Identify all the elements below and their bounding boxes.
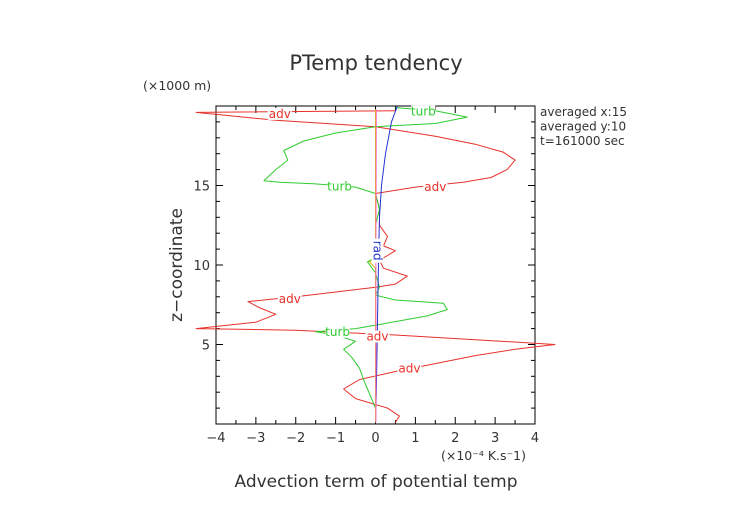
x-tick-label: −4 <box>206 431 225 446</box>
x-tick-label: −1 <box>326 431 345 446</box>
series-label-bg <box>325 325 350 338</box>
series-label-bg <box>411 105 436 118</box>
series-label-bg <box>423 181 448 194</box>
x-tick-label: −3 <box>246 431 265 446</box>
series-label-adv: adv <box>269 107 291 121</box>
series-label-turb: turb <box>327 179 352 193</box>
x-axis-ticks: −4 −3 −2 −1 0 1 2 3 4 <box>206 106 539 446</box>
y-tick-label: 10 <box>193 259 210 274</box>
series-label-adv: adv <box>279 292 301 306</box>
x-tick-label: −2 <box>286 431 305 446</box>
y-tick-label: 5 <box>202 339 210 354</box>
y-tick-label: 15 <box>193 180 210 195</box>
series-label-bg <box>371 238 384 263</box>
x-tick-label: 0 <box>371 431 379 446</box>
x-tick-label: 2 <box>451 431 459 446</box>
series-line-turb <box>263 107 468 423</box>
series-labels: adv adv adv adv adv turb turb turb rad <box>267 105 448 375</box>
series-label-adv: adv <box>424 180 446 194</box>
series-label-bg <box>397 362 422 375</box>
annotation-0: averaged x:15 <box>540 105 627 119</box>
y-unit-label: (×1000 m) <box>143 78 211 93</box>
series-label-bg <box>277 293 302 306</box>
series-label-bg <box>365 330 390 343</box>
series-line-rad <box>375 105 398 423</box>
series-line-adv <box>195 110 556 423</box>
x-tick-label: 3 <box>491 431 499 446</box>
x-unit-label: (×10⁻⁴ K.s⁻1) <box>441 448 526 463</box>
annotation-2: t=161000 sec <box>540 134 625 148</box>
series-label-rad: rad <box>370 241 384 261</box>
series-label-adv: adv <box>398 361 420 375</box>
series-lines <box>195 105 556 423</box>
series-label-adv: adv <box>366 330 388 344</box>
y-axis-label: z−coordinate <box>167 208 187 322</box>
series-label-turb: turb <box>325 325 350 339</box>
annotation-1: averaged y:10 <box>540 120 626 134</box>
chart-title: PTemp tendency <box>289 51 462 75</box>
series-label-bg <box>267 107 292 120</box>
x-tick-label: 4 <box>531 431 539 446</box>
y-axis-ticks: 5 10 15 <box>193 121 535 409</box>
x-tick-label: 1 <box>411 431 419 446</box>
series-label-bg <box>327 180 352 193</box>
x-axis-label: Advection term of potential temp <box>234 472 517 492</box>
series-label-turb: turb <box>411 105 436 119</box>
